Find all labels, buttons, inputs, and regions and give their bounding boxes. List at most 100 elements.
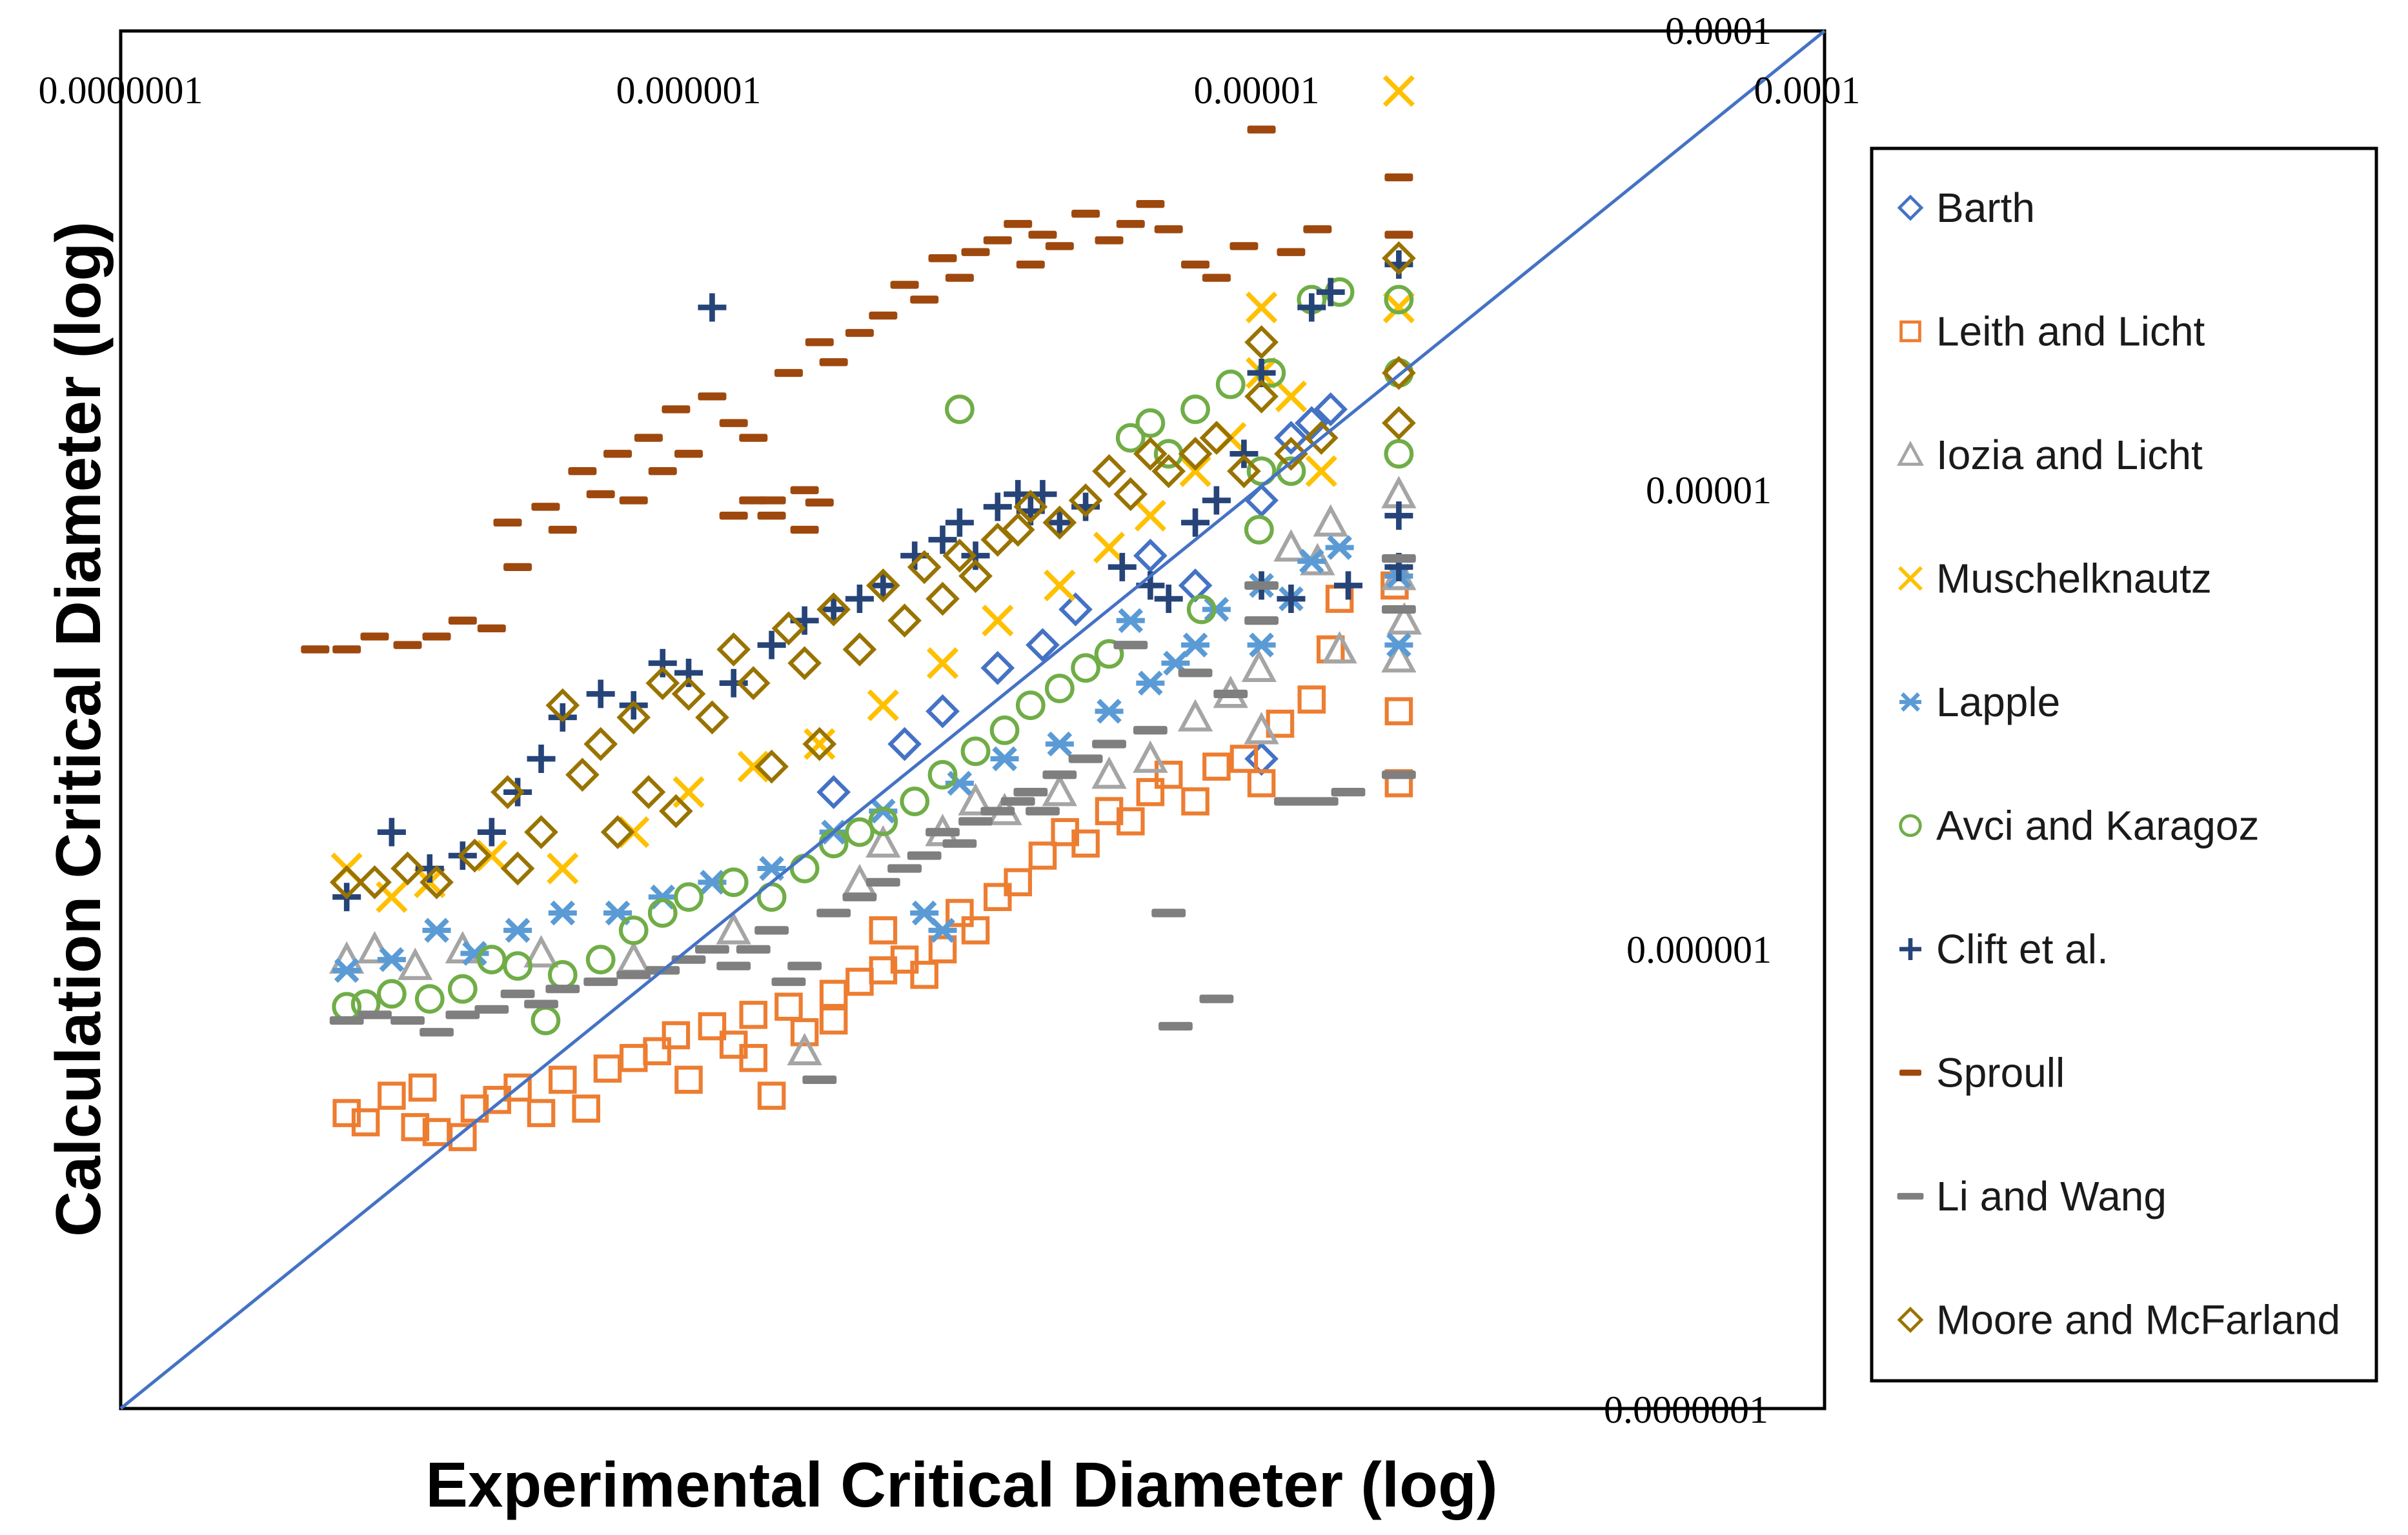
point-8-40 <box>1071 210 1100 218</box>
point-9-27 <box>942 839 977 848</box>
point-8-17 <box>648 467 677 476</box>
point-9-46 <box>1304 797 1339 806</box>
point-8-48 <box>1247 125 1276 134</box>
point-10-22 <box>771 611 806 646</box>
point-4-20 <box>1275 380 1308 413</box>
point-8-49 <box>1277 248 1306 256</box>
point-10-35 <box>1013 490 1048 524</box>
point-3-8 <box>787 1032 822 1065</box>
point-9-37 <box>1133 726 1168 735</box>
point-6-34 <box>1215 369 1246 399</box>
point-6-41 <box>1384 439 1414 469</box>
point-10-29 <box>907 550 942 585</box>
point-6-19 <box>868 807 898 836</box>
point-2-11 <box>548 1065 577 1094</box>
point-9-39 <box>1158 1021 1193 1031</box>
point-8-39 <box>1045 242 1074 250</box>
x-tick-label-2: 0.000001 <box>616 69 762 112</box>
series-sproull <box>301 125 1413 654</box>
point-7-41 <box>1334 571 1362 600</box>
legend-item: Leith and Licht <box>1899 308 2205 355</box>
point-2-4 <box>401 1113 430 1141</box>
legend-marker <box>1899 320 1921 343</box>
point-10-26 <box>842 632 877 667</box>
x-axis-title: Experimental Critical Diameter (log) <box>425 1449 1497 1520</box>
point-5-3 <box>422 918 451 943</box>
point-3-28 <box>958 783 993 816</box>
point-10-13 <box>616 700 651 735</box>
point-10-42 <box>1178 436 1213 471</box>
point-9-30 <box>1000 797 1035 806</box>
legend-item: Muschelknautz <box>1897 556 2212 602</box>
point-8-13 <box>586 490 615 499</box>
x-tick-label-1: 0.0000001 <box>39 69 203 112</box>
point-5-13 <box>910 900 939 926</box>
legend-marker <box>1897 566 1923 591</box>
series-moore-and-mcfarland <box>329 241 1416 899</box>
point-10-23 <box>787 646 822 681</box>
x-tick-label-4: 0.0001 <box>1754 69 1861 112</box>
point-7-7 <box>527 745 556 774</box>
point-10-14 <box>631 775 666 809</box>
x-tick-label-3: 0.00001 <box>1194 69 1320 112</box>
point-10-31 <box>942 538 977 573</box>
point-6-25 <box>1015 690 1046 720</box>
point-8-44 <box>1154 225 1183 234</box>
point-9-5 <box>445 1010 480 1019</box>
point-2-23 <box>790 1018 819 1047</box>
legend-label: Lapple <box>1936 679 2060 725</box>
point-1-4 <box>1058 592 1093 627</box>
point-7-32 <box>1154 585 1183 614</box>
point-7-22 <box>945 508 974 537</box>
point-6-12 <box>647 898 678 928</box>
point-5-22 <box>1181 632 1210 658</box>
point-9-2 <box>358 1010 392 1019</box>
point-5-17 <box>1045 731 1074 757</box>
legend-item: Moore and McFarland <box>1897 1297 2340 1343</box>
point-10-6 <box>491 775 525 809</box>
point-10-24 <box>802 727 837 761</box>
point-8-37 <box>1016 260 1045 269</box>
point-2-1 <box>332 1099 361 1127</box>
point-4-21 <box>1305 455 1337 487</box>
point-10-19 <box>716 632 751 667</box>
point-5-20 <box>1136 670 1165 696</box>
point-8-11 <box>548 525 577 534</box>
point-10-16 <box>659 794 693 828</box>
point-2-52 <box>739 1043 768 1072</box>
reference-line-y-equals-x <box>119 30 1826 1410</box>
point-2-33 <box>1004 868 1032 897</box>
point-6-32 <box>1180 394 1210 425</box>
point-10-40 <box>1133 436 1168 471</box>
point-2-32 <box>983 883 1012 912</box>
point-7-18 <box>845 585 874 614</box>
point-6-14 <box>718 867 749 898</box>
point-10-4 <box>420 865 454 899</box>
point-9-14 <box>695 945 729 954</box>
legend-item: Barth <box>1897 185 2035 231</box>
point-8-24 <box>774 368 803 377</box>
point-2-28 <box>910 961 938 989</box>
point-9-49 <box>1381 605 1416 614</box>
point-2-43 <box>1229 745 1259 773</box>
point-7-28 <box>1045 508 1074 537</box>
point-9-4 <box>420 1028 454 1037</box>
point-5-23 <box>1202 597 1231 622</box>
point-10-18 <box>695 700 729 735</box>
point-3-25 <box>1381 640 1417 673</box>
point-2-36 <box>1071 829 1100 858</box>
point-7-34 <box>1202 486 1231 515</box>
point-7-35 <box>1229 439 1259 468</box>
point-10-11 <box>583 727 618 761</box>
point-2-3 <box>378 1081 406 1110</box>
point-8-54 <box>790 525 819 534</box>
legend-item: Sproull <box>1899 1050 2065 1096</box>
point-6-13 <box>674 882 703 912</box>
point-8-21 <box>719 419 748 427</box>
point-1-9 <box>1274 421 1308 455</box>
point-6-11 <box>618 915 649 945</box>
point-8-45 <box>1181 260 1210 269</box>
point-8-16 <box>634 434 663 442</box>
point-10-5 <box>458 838 492 873</box>
